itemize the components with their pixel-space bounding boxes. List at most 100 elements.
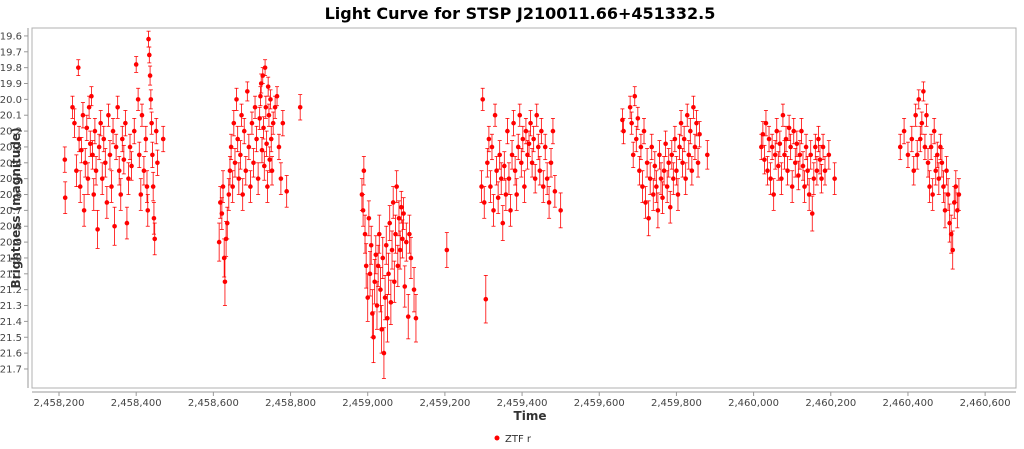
- data-point: [98, 110, 103, 137]
- x-tick-label: 2,458,600: [188, 398, 239, 409]
- data-point: [488, 170, 493, 203]
- data-point: [220, 170, 226, 203]
- data-marker: [537, 168, 543, 174]
- y-tick-label: 20.5: [0, 174, 22, 185]
- data-marker: [909, 136, 915, 142]
- data-point: [150, 171, 156, 202]
- data-marker: [240, 192, 245, 197]
- data-point: [62, 146, 68, 173]
- data-marker: [72, 120, 77, 126]
- data-point: [485, 148, 490, 178]
- data-point: [144, 170, 150, 203]
- data-marker: [664, 184, 670, 189]
- data-point: [373, 235, 379, 275]
- data-marker: [257, 116, 262, 121]
- data-marker: [534, 112, 540, 118]
- data-point: [537, 156, 543, 186]
- data-point: [269, 156, 275, 186]
- data-marker: [792, 160, 798, 166]
- data-point: [544, 162, 550, 195]
- data-point: [112, 206, 117, 246]
- data-point: [944, 156, 949, 186]
- data-point: [558, 192, 563, 229]
- data-point: [383, 225, 389, 265]
- data-point: [147, 65, 153, 86]
- data-marker: [401, 211, 406, 216]
- data-marker: [243, 168, 249, 174]
- data-point: [942, 192, 948, 229]
- data-point: [769, 133, 775, 161]
- data-marker: [515, 144, 521, 150]
- data-marker: [517, 112, 523, 118]
- data-point: [774, 117, 780, 145]
- data-marker: [386, 271, 391, 277]
- data-marker: [222, 279, 228, 285]
- data-point: [91, 178, 97, 211]
- data-point: [93, 156, 99, 186]
- data-point: [511, 110, 516, 137]
- data-marker: [251, 160, 256, 166]
- legend: ZTF r: [494, 434, 532, 445]
- y-tick-label: 21.2: [0, 285, 22, 296]
- data-marker: [385, 315, 390, 321]
- data-point: [153, 117, 159, 145]
- data-marker: [816, 136, 821, 142]
- data-point: [704, 140, 710, 170]
- data-point: [219, 197, 225, 230]
- data-marker: [121, 157, 127, 162]
- data-point: [532, 163, 538, 194]
- data-marker: [216, 239, 222, 245]
- data-point: [515, 133, 521, 161]
- data-marker: [104, 200, 110, 205]
- data-point: [632, 86, 638, 107]
- data-marker: [694, 120, 699, 126]
- data-marker: [375, 263, 381, 269]
- data-point: [922, 133, 928, 161]
- data-marker: [238, 152, 243, 158]
- data-marker: [241, 128, 247, 134]
- data-point: [791, 117, 797, 145]
- data-point: [113, 133, 119, 161]
- data-marker: [144, 184, 150, 189]
- x-tick-label: 2,460,600: [960, 398, 1011, 409]
- data-marker: [374, 303, 380, 308]
- data-point: [802, 170, 807, 203]
- data-marker: [509, 152, 515, 158]
- data-marker: [363, 263, 369, 269]
- data-point: [376, 214, 382, 254]
- data-marker: [481, 200, 487, 205]
- data-marker: [658, 176, 664, 181]
- data-point: [928, 133, 934, 161]
- data-marker: [797, 152, 803, 158]
- data-point: [666, 148, 672, 178]
- data-marker: [683, 176, 688, 181]
- data-point: [243, 156, 249, 186]
- data-marker: [512, 168, 518, 174]
- plot-area: [31, 27, 1017, 389]
- data-marker: [529, 160, 535, 166]
- data-point: [913, 103, 918, 127]
- data-point: [129, 151, 134, 181]
- data-point: [72, 108, 77, 138]
- data-marker: [77, 184, 83, 189]
- data-point: [489, 133, 495, 161]
- data-marker: [116, 168, 122, 174]
- data-marker: [109, 184, 114, 189]
- data-point: [819, 163, 824, 194]
- data-marker: [500, 220, 506, 226]
- data-point: [765, 156, 770, 186]
- data-marker: [368, 242, 374, 248]
- data-marker: [780, 112, 786, 118]
- data-marker: [268, 97, 273, 102]
- data-marker: [552, 189, 558, 194]
- data-point: [89, 86, 94, 107]
- data-point: [95, 209, 100, 249]
- data-point: [264, 130, 269, 157]
- data-marker: [495, 195, 501, 200]
- data-marker: [811, 176, 817, 181]
- data-point: [234, 87, 239, 111]
- data-marker: [941, 184, 946, 189]
- data-marker: [407, 231, 412, 237]
- data-marker: [939, 160, 945, 166]
- data-marker: [260, 73, 266, 78]
